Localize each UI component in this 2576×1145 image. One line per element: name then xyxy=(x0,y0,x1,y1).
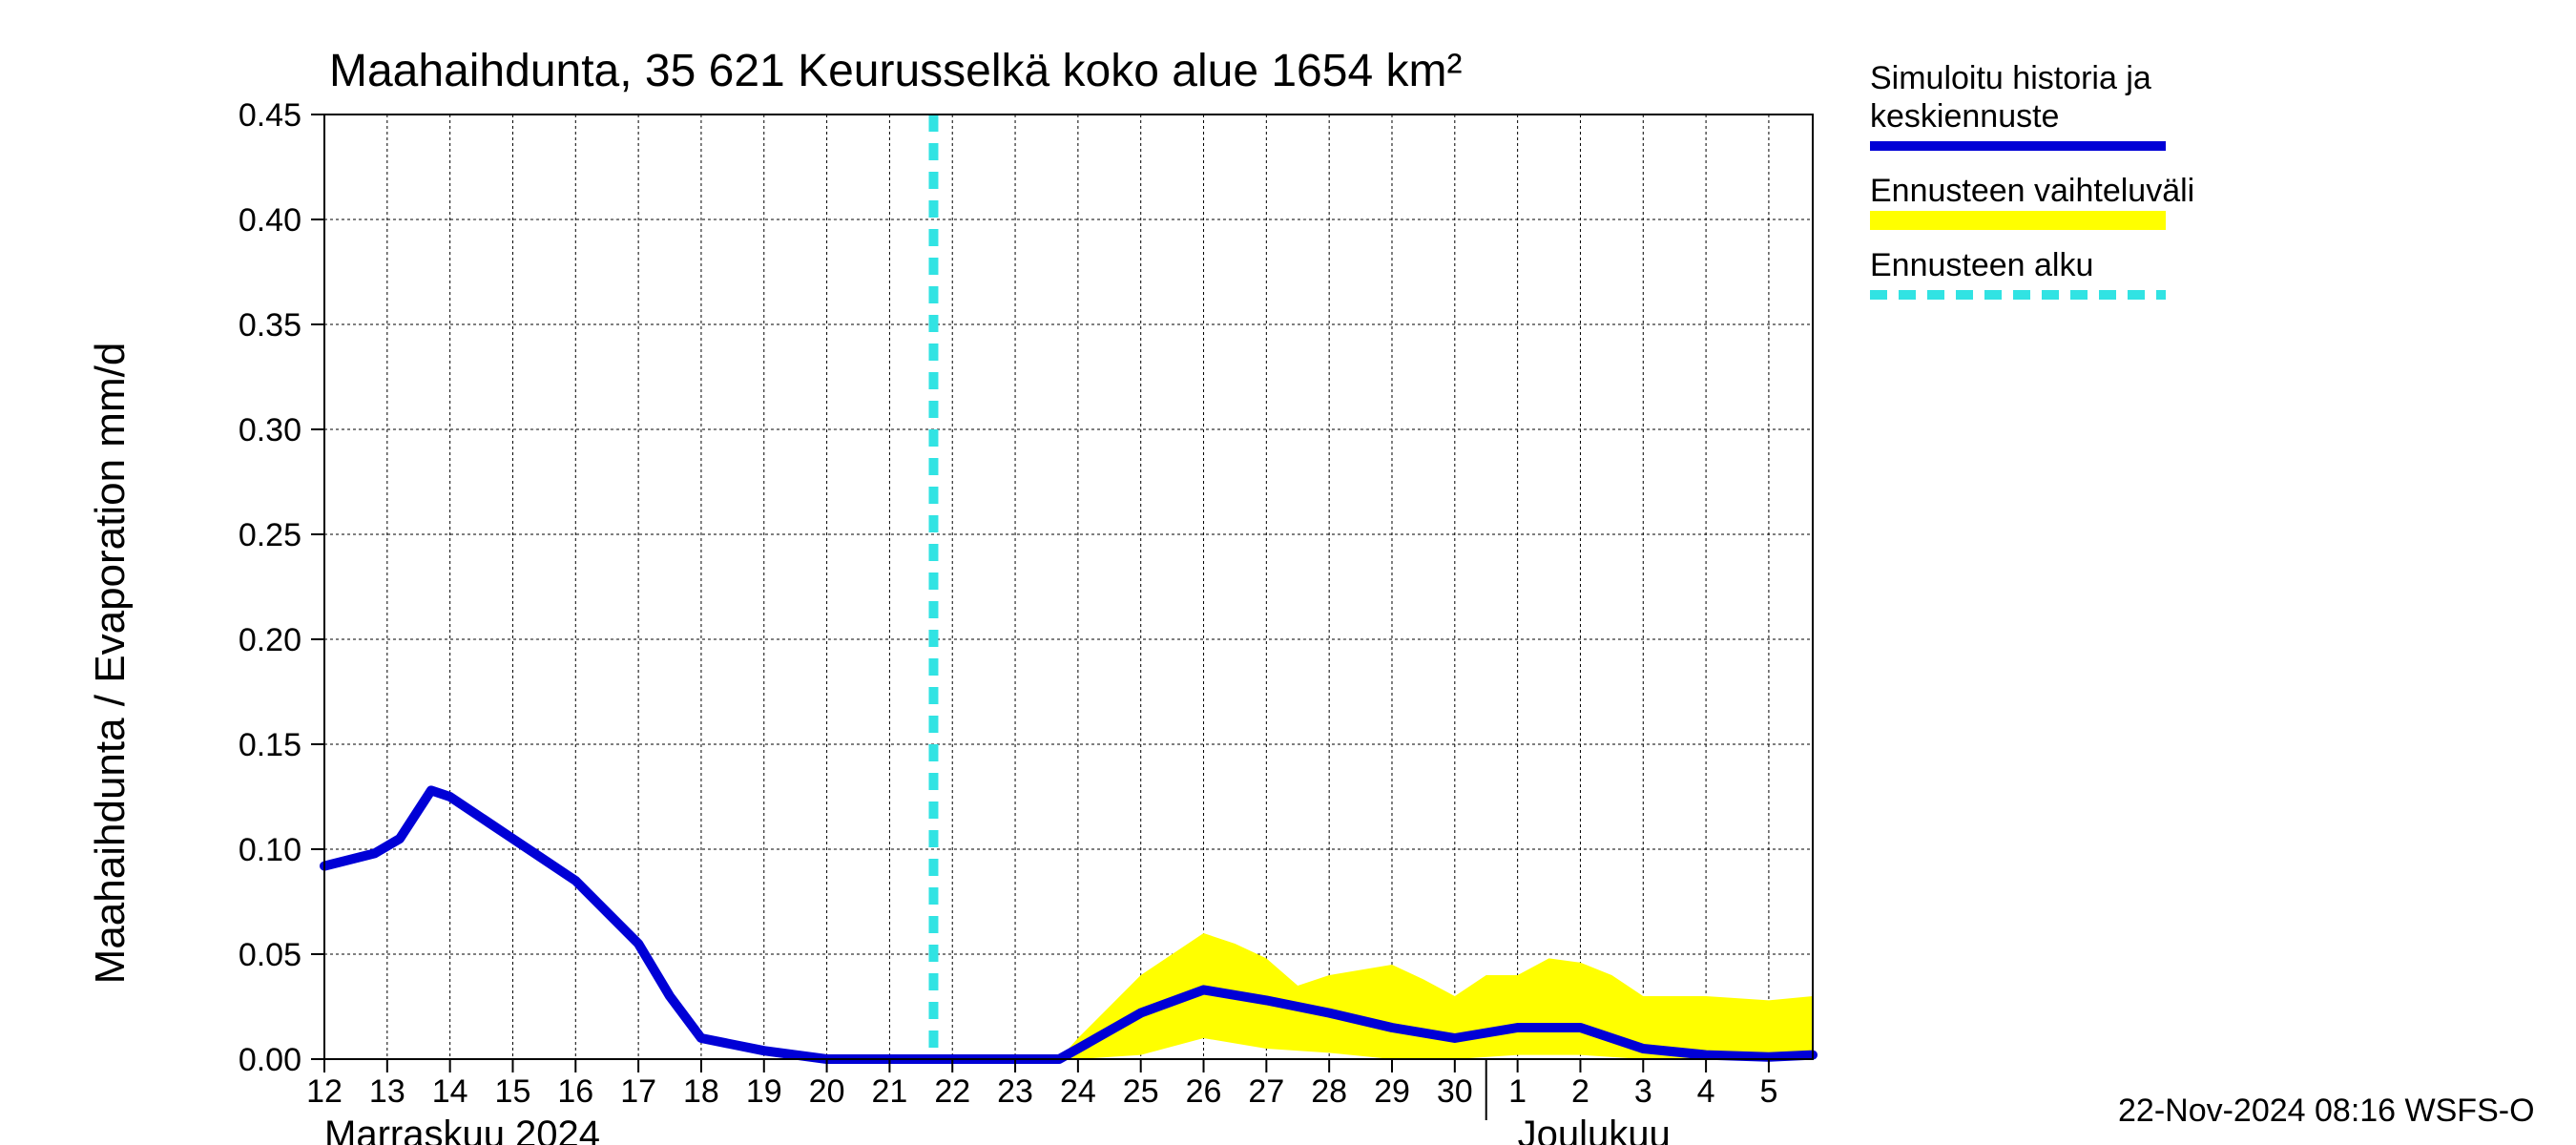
y-tick-label: 0.10 xyxy=(239,832,301,868)
x-tick-label: 24 xyxy=(1060,1073,1096,1110)
x-tick-label: 12 xyxy=(306,1073,343,1110)
x-tick-label: 15 xyxy=(495,1073,531,1110)
y-tick-label: 0.35 xyxy=(239,307,301,344)
x-tick-label: 25 xyxy=(1123,1073,1159,1110)
x-tick-label: 14 xyxy=(432,1073,468,1110)
x-tick-label: 5 xyxy=(1759,1073,1777,1110)
y-tick-label: 0.40 xyxy=(239,202,301,239)
x-tick-label: 29 xyxy=(1374,1073,1410,1110)
y-tick-label: 0.15 xyxy=(239,727,301,763)
chart-container: 0.00 0.05 0.10 0.15 0.20 0.25 0.30 0.35 0.40 0.45… xyxy=(0,0,2576,1145)
x-tick-label: 17 xyxy=(620,1073,656,1110)
x-tick-label: 1 xyxy=(1508,1073,1527,1110)
x-tick-label: 22 xyxy=(934,1073,970,1110)
y-axis-label: Maahaihdunta / Evaporation mm/d xyxy=(87,343,134,985)
x-tick-label: 18 xyxy=(683,1073,719,1110)
x-tick-label: 20 xyxy=(809,1073,845,1110)
month-label: Marraskuu 2024 xyxy=(324,1114,600,1145)
y-tick-label: 0.20 xyxy=(239,622,301,658)
x-tick-label: 26 xyxy=(1186,1073,1222,1110)
y-tick-label: 0.30 xyxy=(239,412,301,448)
y-tick-label: 0.45 xyxy=(239,97,301,134)
chart-title: Maahaihdunta, 35 621 Keurusselkä koko al… xyxy=(329,46,1462,96)
x-tick-label: 19 xyxy=(746,1073,782,1110)
x-tick-label: 23 xyxy=(997,1073,1033,1110)
y-tick-label: 0.05 xyxy=(239,937,301,973)
x-tick-label: 27 xyxy=(1248,1073,1284,1110)
legend-label: Simuloitu historia ja xyxy=(1870,60,2151,96)
legend-swatch-band xyxy=(1870,211,2166,230)
x-tick-label: 28 xyxy=(1311,1073,1347,1110)
y-tick-label: 0.00 xyxy=(239,1042,301,1078)
x-tick-label: 13 xyxy=(369,1073,405,1110)
legend-label: keskiennuste xyxy=(1870,98,2059,135)
month-label: Joulukuu xyxy=(1518,1114,1671,1145)
x-tick-label: 2 xyxy=(1571,1073,1589,1110)
chart-svg: 0.00 0.05 0.10 0.15 0.20 0.25 0.30 0.35 0.40 0.45… xyxy=(0,0,2576,1145)
footer-timestamp: 22-Nov-2024 08:16 WSFS-O xyxy=(2118,1093,2535,1129)
x-tick-label: 16 xyxy=(557,1073,593,1110)
x-tick-label: 30 xyxy=(1437,1073,1473,1110)
x-tick-label: 21 xyxy=(871,1073,907,1110)
legend-label: Ennusteen vaihteluväli xyxy=(1870,173,2194,209)
legend-label: Ennusteen alku xyxy=(1870,247,2093,283)
x-tick-label: 4 xyxy=(1697,1073,1715,1110)
y-tick-label: 0.25 xyxy=(239,517,301,553)
x-tick-label: 3 xyxy=(1634,1073,1652,1110)
